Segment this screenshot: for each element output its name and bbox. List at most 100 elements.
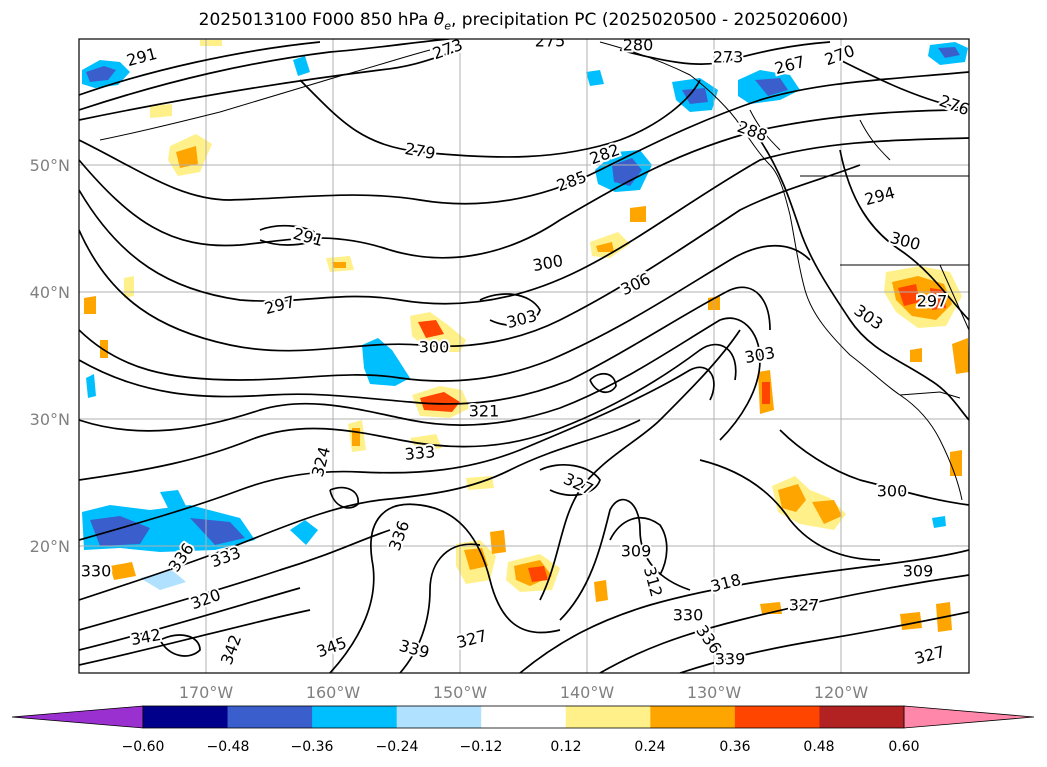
- colorbar-bin: [650, 706, 736, 728]
- contour-label: 300: [877, 482, 908, 501]
- contour-label-halo: 333: [404, 442, 436, 464]
- colorbar-tick-label: −0.36: [291, 739, 334, 755]
- precip-positive-region: [490, 530, 506, 554]
- precip-positive-region: [900, 612, 922, 630]
- precip-positive-region: [200, 40, 222, 46]
- contour-label-halo: 273: [713, 48, 744, 67]
- map-frame: [78, 38, 970, 674]
- precip-positive-region: [898, 284, 920, 306]
- precip-negative-region: [140, 570, 186, 590]
- contour-label-halo: 309: [903, 562, 934, 581]
- precip-positive-region: [124, 276, 134, 298]
- colorbar-bin: [819, 706, 905, 728]
- contour-label: 330: [81, 562, 112, 581]
- contour-label-halo: 327: [789, 596, 820, 615]
- precip-positive-region: [418, 320, 444, 338]
- lat-tick-label: 20°N: [30, 537, 70, 556]
- precip-positive-region: [410, 434, 442, 452]
- contour-label-halo: 275: [535, 32, 566, 51]
- colorbar-bin: [565, 706, 651, 728]
- colorbar-tick-label: −0.12: [460, 739, 503, 755]
- colorbar-bin: [143, 706, 229, 728]
- longitude-tick-labels: 170°W 160°W 150°W 140°W 130°W 120°W: [179, 683, 869, 702]
- precip-positive-region: [528, 566, 548, 582]
- colorbar-tick-label: 0.12: [550, 739, 581, 755]
- precip-negative-region: [755, 78, 788, 96]
- contour-label: 309: [621, 542, 652, 561]
- coastlines: [99, 41, 969, 501]
- contour-label: 280: [623, 36, 654, 55]
- title-theta: θ: [433, 10, 445, 30]
- contour-label: 330: [673, 606, 704, 625]
- colorbar-bin: [227, 706, 313, 728]
- contour-label-halo: 300: [877, 482, 908, 501]
- colorbar-tick-label: 0.24: [634, 739, 665, 755]
- precip-negative-region: [290, 520, 318, 545]
- precip-shading: [82, 40, 969, 632]
- precip-positive-region: [910, 348, 922, 362]
- contour-label-halo: 321: [469, 402, 500, 421]
- contour-label: 309: [903, 562, 934, 581]
- contour-label-halo: 297: [917, 292, 948, 311]
- precip-negative-region: [938, 47, 960, 58]
- colorbar-tick-label: −0.60: [122, 739, 165, 755]
- precip-positive-region: [930, 288, 946, 310]
- precip-negative-region: [293, 56, 310, 76]
- colorbar-tick-label: 0.48: [803, 739, 834, 755]
- contour-label: 273: [713, 48, 744, 67]
- title-suffix: , precipitation PC (2025020500 - 2025020…: [450, 10, 849, 30]
- contour-label-halo: 339: [715, 650, 746, 669]
- precip-positive-region: [110, 562, 136, 580]
- lon-tick-label: 120°W: [814, 683, 869, 702]
- contour-label: 333: [404, 442, 436, 464]
- precip-negative-region: [160, 490, 186, 512]
- precip-positive-region: [464, 548, 488, 570]
- lon-tick-label: 130°W: [687, 683, 742, 702]
- colorbar-bin: [734, 706, 820, 728]
- lat-tick-label: 40°N: [30, 283, 70, 302]
- precip-positive-region: [420, 392, 460, 412]
- precip-positive-region: [150, 104, 172, 118]
- colorbar-tick-label: −0.24: [376, 739, 419, 755]
- precip-negative-region: [86, 66, 116, 82]
- precip-negative-region: [190, 518, 245, 545]
- contour-label: 275: [535, 32, 566, 51]
- contour-label-halo: 330: [673, 606, 704, 625]
- lon-tick-label: 160°W: [306, 683, 361, 702]
- precip-positive-region: [84, 296, 96, 314]
- colorbar-bin: [312, 706, 398, 728]
- lon-tick-label: 150°W: [433, 683, 488, 702]
- colorbar: −0.60 −0.48 −0.36 −0.24 −0.12 0.12 0.24 …: [11, 705, 1035, 755]
- precip-positive-region: [950, 450, 962, 476]
- contour-label: 327: [789, 596, 820, 615]
- lat-tick-label: 50°N: [30, 156, 70, 175]
- precip-positive-region: [778, 484, 806, 512]
- colorbar-frame: [142, 705, 905, 729]
- precip-negative-region: [932, 516, 946, 528]
- precip-positive-region: [176, 146, 198, 168]
- contour-label: 339: [715, 650, 746, 669]
- lon-tick-label: 140°W: [560, 683, 615, 702]
- colorbar-tick-label: −0.48: [207, 739, 250, 755]
- contour-label-halo: 300: [419, 338, 450, 357]
- colorbar-tick-label: 0.36: [719, 739, 750, 755]
- theta-e-contours: [79, 39, 969, 673]
- colorbar-tick-label: 0.60: [888, 739, 919, 755]
- colorbar-lower-extension: [11, 705, 144, 729]
- title-theta-subscript: e: [444, 19, 451, 33]
- contour-label-halo: 309: [621, 542, 652, 561]
- precip-negative-region: [86, 374, 96, 398]
- colorbar-upper-extension: [903, 705, 1035, 729]
- contour-label: 297: [917, 292, 948, 311]
- precip-positive-region: [332, 262, 346, 268]
- precip-positive-region: [630, 206, 646, 222]
- precip-positive-region: [812, 500, 842, 524]
- lon-tick-label: 170°W: [179, 683, 234, 702]
- precip-positive-region: [596, 242, 614, 252]
- precip-negative-region: [362, 338, 410, 386]
- precip-negative-region: [682, 88, 708, 104]
- contour-label: 321: [469, 402, 500, 421]
- latitude-tick-labels: 50°N 40°N 30°N 20°N: [30, 156, 70, 556]
- precip-negative-region: [586, 70, 604, 86]
